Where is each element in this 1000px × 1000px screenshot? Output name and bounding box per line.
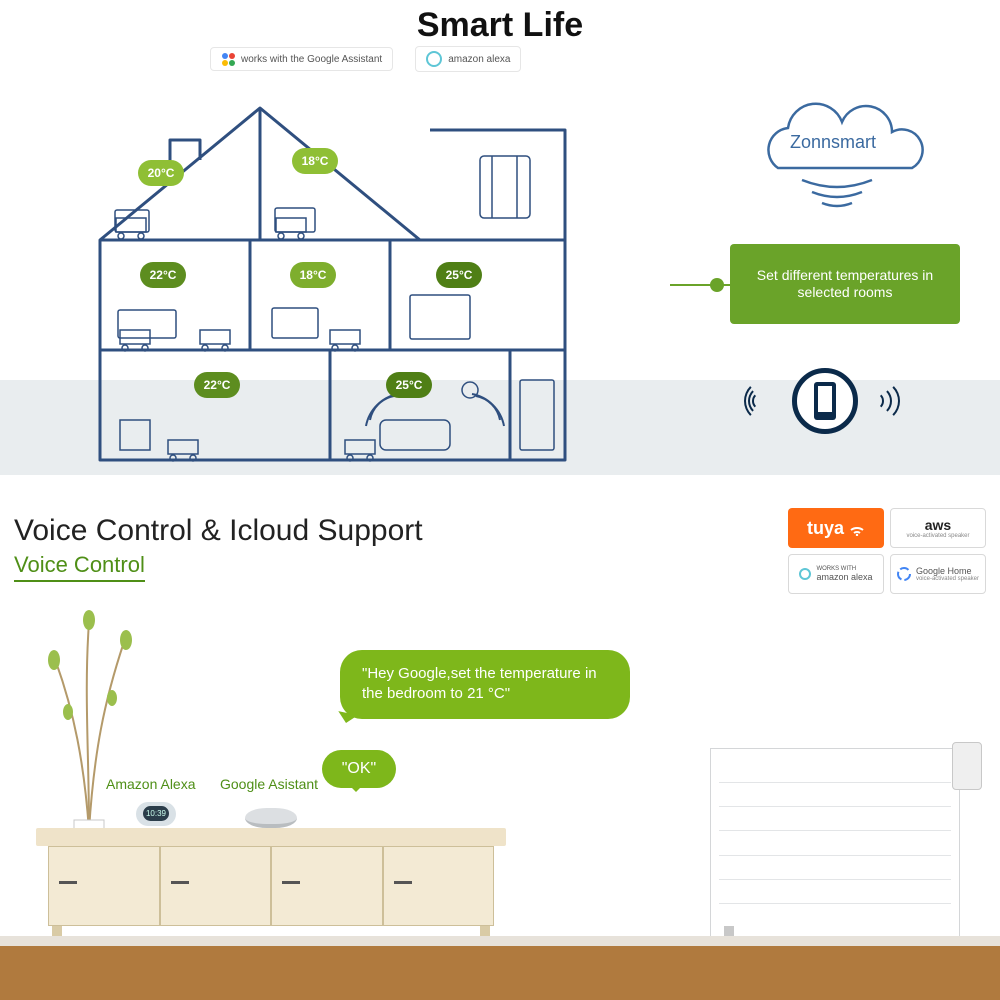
floor bbox=[0, 946, 1000, 1000]
info-card: Set different temperatures in selected r… bbox=[730, 244, 960, 324]
badge-aws: aws voice-activated speaker bbox=[890, 508, 986, 548]
phone-control bbox=[750, 360, 900, 450]
badge-ghome-sub: voice-activated speaker bbox=[916, 576, 979, 582]
badge-alexa-2: WORKS WITH amazon alexa bbox=[788, 554, 884, 594]
wifi-icon bbox=[849, 520, 865, 536]
badge-google-assistant: works with the Google Assistant bbox=[210, 47, 393, 71]
temp-bubble-4: 25°C bbox=[436, 262, 482, 288]
signal-waves-right-icon bbox=[862, 378, 902, 424]
speech-reply-text: "OK" bbox=[342, 760, 376, 777]
alexa-device: 10:39 bbox=[130, 794, 180, 828]
badge-amazon-alexa: amazon alexa bbox=[415, 46, 521, 72]
brand-badges: tuya aws voice-activated speaker WORKS W… bbox=[788, 508, 986, 594]
alexa-icon bbox=[799, 568, 811, 580]
temp-bubble-2: 22°C bbox=[140, 262, 186, 288]
badge-alexa-label: amazon alexa bbox=[448, 54, 510, 65]
speech-bubble-reply: "OK" bbox=[322, 750, 396, 788]
badge-alexa2-label: amazon alexa bbox=[816, 572, 872, 582]
title-smart-life: Smart Life bbox=[0, 6, 1000, 45]
thermostat-valve bbox=[952, 742, 982, 790]
google-assistant-icon bbox=[221, 52, 235, 66]
house-diagram: 20°C 18°C 22°C 18°C 25°C 22°C 25°C bbox=[80, 90, 585, 470]
radiator bbox=[710, 748, 960, 938]
smart-life-panel: Smart Life works with the Google Assista… bbox=[0, 0, 1000, 495]
platform-badges: works with the Google Assistant amazon a… bbox=[210, 46, 521, 72]
temp-bubble-1: 18°C bbox=[292, 148, 338, 174]
cloud-service: Zonnsmart bbox=[742, 100, 932, 195]
google-icon bbox=[897, 567, 911, 581]
temp-bubble-5: 22°C bbox=[194, 372, 240, 398]
alexa-clock: 10:39 bbox=[143, 806, 169, 821]
temp-bubble-6: 25°C bbox=[386, 372, 432, 398]
connector-dot bbox=[710, 278, 724, 292]
badge-google-home: Google Home voice-activated speaker bbox=[890, 554, 986, 594]
speech-bubble-command: "Hey Google,set the temperature in the b… bbox=[340, 650, 630, 719]
cloud-label: Zonnsmart bbox=[790, 132, 876, 153]
section-heading: Voice Control & Icloud Support bbox=[14, 514, 423, 548]
section-subheading: Voice Control bbox=[14, 552, 145, 582]
badge-aws-sub: voice-activated speaker bbox=[906, 533, 969, 539]
cabinet bbox=[36, 828, 506, 946]
plant-decor bbox=[34, 602, 144, 832]
cloud-icon bbox=[742, 100, 932, 210]
badge-ghome-label: Google Home bbox=[916, 566, 979, 576]
ghome-device-label: Google Asistant bbox=[220, 776, 318, 792]
wall-skirting bbox=[0, 936, 1000, 946]
temp-bubble-3: 18°C bbox=[290, 262, 336, 288]
temp-bubble-0: 20°C bbox=[138, 160, 184, 186]
voice-control-panel: Voice Control & Icloud Support Voice Con… bbox=[0, 500, 1000, 1000]
badge-tuya-label: tuya bbox=[807, 518, 844, 539]
google-home-device bbox=[245, 808, 297, 828]
alexa-device-label: Amazon Alexa bbox=[106, 776, 196, 792]
badge-google-label: works with the Google Assistant bbox=[241, 54, 382, 65]
phone-icon bbox=[792, 368, 858, 434]
speech-command-text: "Hey Google,set the temperature in the b… bbox=[362, 665, 597, 702]
badge-tuya: tuya bbox=[788, 508, 884, 548]
alexa-icon bbox=[426, 51, 442, 67]
signal-waves-left-icon bbox=[748, 378, 788, 424]
badge-aws-label: aws bbox=[906, 517, 969, 533]
